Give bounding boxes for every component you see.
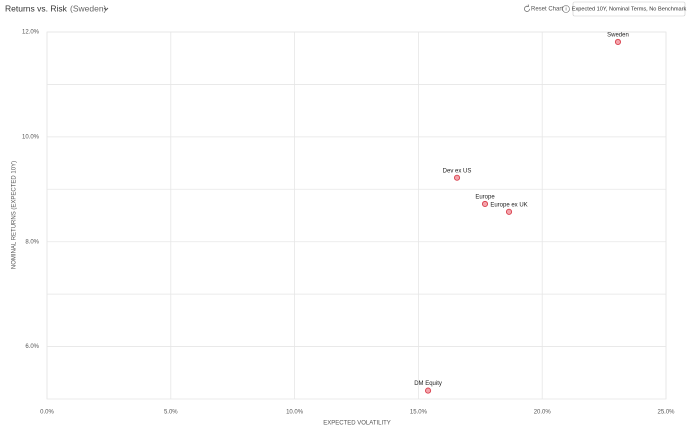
x-axis-label: EXPECTED VOLATILITY — [323, 421, 391, 427]
y-axis-label: NOMINAL RETURNS (EXPECTED 10Y) — [12, 161, 18, 269]
x-tick-label: 5.0% — [164, 410, 178, 416]
x-tick-label: 10.0% — [286, 410, 304, 416]
x-tick-label: 0.0% — [40, 410, 54, 416]
point — [453, 174, 461, 181]
chart-title: Returns vs. Risk — [5, 3, 68, 13]
point — [614, 38, 622, 46]
point-label: Europe ex UK — [490, 202, 527, 208]
point-label: DM Equity — [414, 381, 442, 387]
point-label: Europe — [475, 195, 495, 201]
settings-button[interactable] — [572, 1, 686, 17]
y-tick-label: 6.0% — [25, 344, 39, 350]
plot-area — [46, 31, 667, 400]
point-label: Sweden — [607, 33, 629, 39]
point — [505, 208, 513, 215]
y-tick-label: 10.0% — [22, 134, 40, 140]
y-tick-label: 8.0% — [25, 239, 39, 245]
info-letter[interactable]: i — [565, 7, 566, 13]
x-tick-label: 15.0% — [410, 410, 428, 416]
point — [481, 200, 489, 208]
point — [425, 387, 432, 394]
y-tick-label: 12.0% — [22, 30, 40, 36]
info-icon[interactable] — [562, 5, 570, 13]
dropdown-chevron[interactable] — [103, 7, 109, 11]
x-tick-label: 25.0% — [657, 410, 675, 416]
chart-subtitle[interactable]: (Sweden) — [70, 3, 107, 13]
settings-label[interactable]: Expected 10Y, Nominal Terms, No Benchmar… — [572, 6, 687, 12]
point-label: Dev ex US — [443, 168, 472, 174]
reset-icon[interactable] — [524, 4, 530, 12]
x-tick-label: 20.0% — [534, 410, 552, 416]
reset-button[interactable]: Reset Chart — [531, 7, 563, 13]
